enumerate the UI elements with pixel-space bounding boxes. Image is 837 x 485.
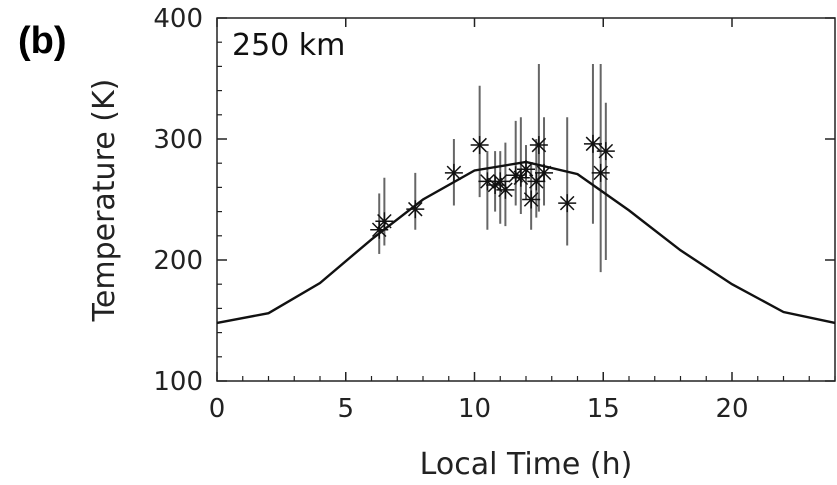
altitude-annotation: 250 km xyxy=(232,28,346,63)
data-point xyxy=(470,136,489,155)
data-point xyxy=(591,163,610,182)
data-point xyxy=(522,190,541,209)
x-tick-label: 5 xyxy=(337,394,354,424)
y-axis-label: Temperature (K) xyxy=(87,79,122,323)
data-point xyxy=(375,212,394,231)
x-axis-label: Local Time (h) xyxy=(420,447,633,481)
y-axis: 100 200 300 400 xyxy=(153,4,835,397)
data-point xyxy=(596,142,615,161)
x-tick-label: 15 xyxy=(587,394,620,424)
data-point xyxy=(583,134,602,153)
data-markers xyxy=(370,134,615,239)
x-axis: 0 5 10 15 20 xyxy=(209,18,836,424)
x-tick-label: 10 xyxy=(458,394,491,424)
data-point xyxy=(558,194,577,213)
y-tick-label: 100 xyxy=(153,367,203,397)
panel-label: (b) xyxy=(18,20,67,62)
y-tick-label: 200 xyxy=(153,246,203,276)
x-tick-label: 20 xyxy=(715,394,748,424)
y-tick-label: 300 xyxy=(153,125,203,155)
data-point xyxy=(444,163,463,182)
y-tick-label: 400 xyxy=(153,4,203,34)
data-point xyxy=(496,180,515,199)
data-point xyxy=(529,136,548,155)
data-point xyxy=(406,200,425,219)
data-point xyxy=(517,160,535,179)
data-point xyxy=(535,163,554,182)
x-tick-label: 0 xyxy=(209,394,226,424)
data-point xyxy=(491,172,510,191)
